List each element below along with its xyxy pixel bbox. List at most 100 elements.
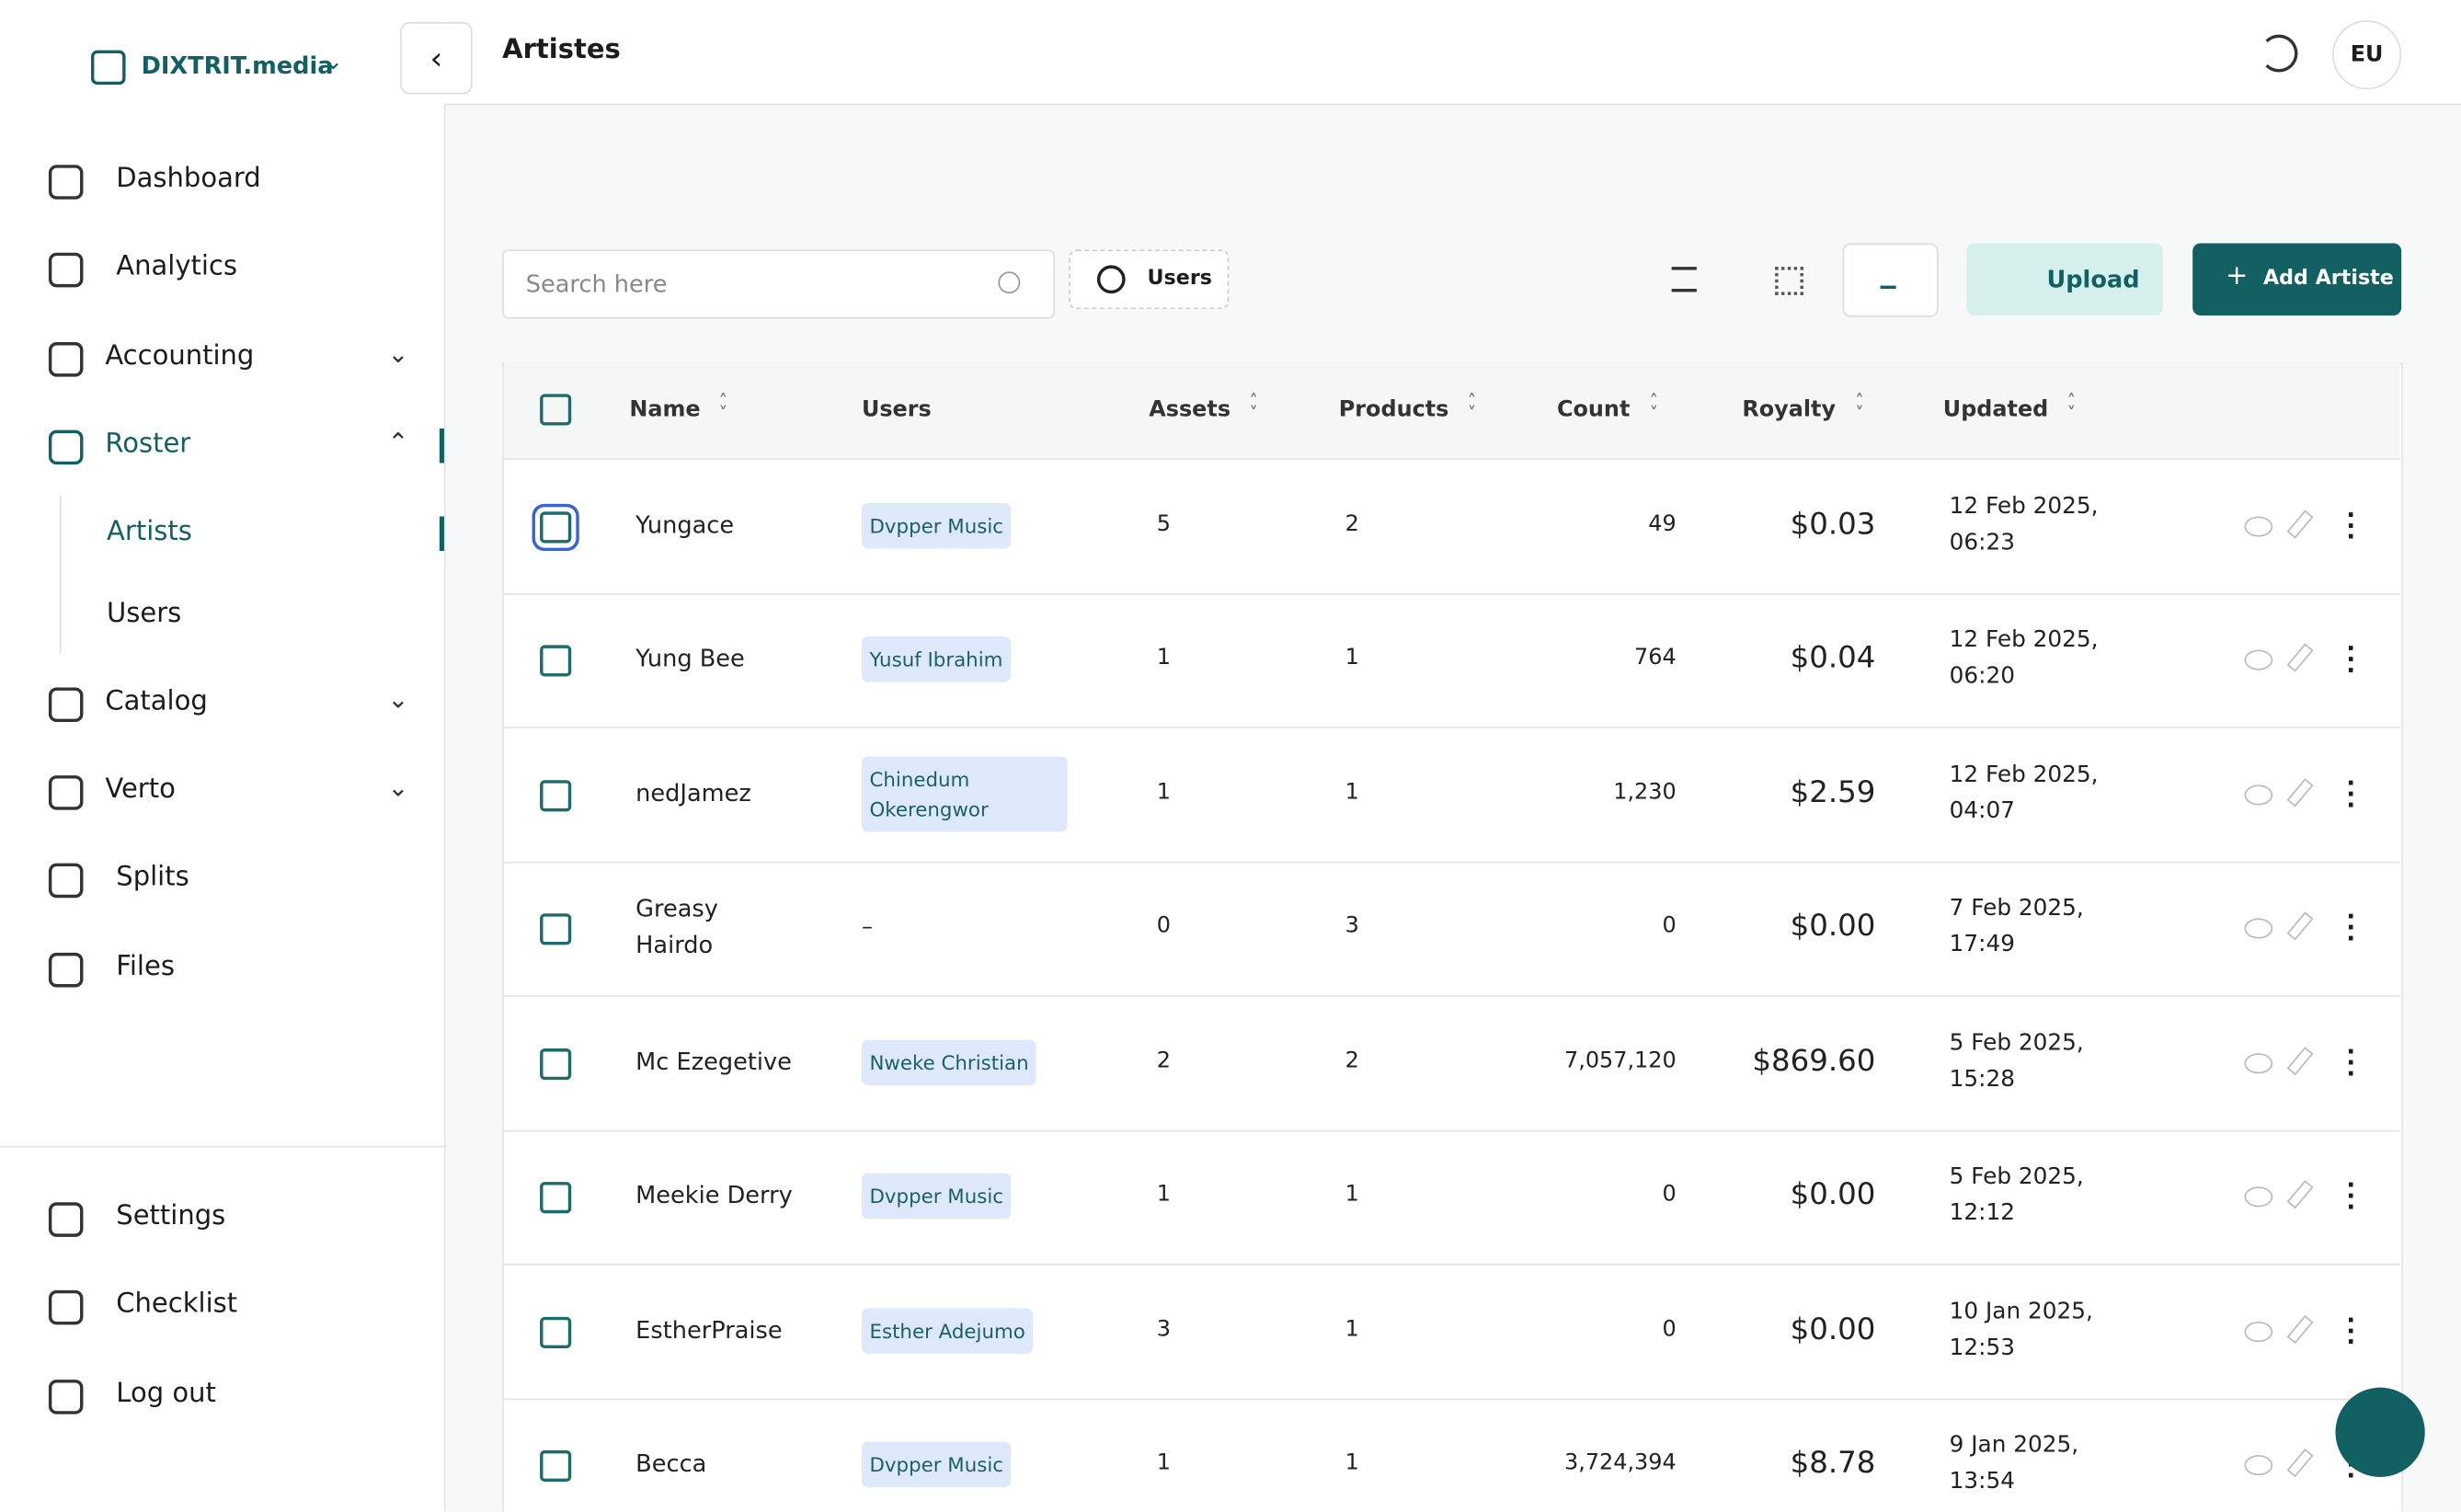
filter-button[interactable] bbox=[1069, 249, 1230, 310]
view-icon[interactable] bbox=[2244, 1186, 2273, 1208]
artist-name[interactable]: Becca bbox=[635, 1449, 707, 1479]
updated: 5 Feb 2025, 15:28 bbox=[1949, 1030, 2084, 1093]
list-view[interactable] bbox=[1671, 267, 1697, 292]
upload-button[interactable] bbox=[1966, 243, 2163, 316]
brand-chevron: ⌄ bbox=[323, 47, 344, 75]
sort-icon[interactable]: ˄ ˅ bbox=[1649, 390, 1659, 424]
row-checkbox[interactable] bbox=[540, 1182, 572, 1214]
more-icon[interactable]: ··· bbox=[2346, 499, 2356, 551]
filter-label[interactable]: Users bbox=[1147, 267, 1212, 291]
more-icon[interactable]: ··· bbox=[2346, 634, 2356, 685]
user-chip[interactable]: Chinedum Okerengwor bbox=[861, 756, 1068, 832]
user-chip[interactable]: Dvpper Music bbox=[861, 502, 1012, 549]
nav-item[interactable]: Splits bbox=[116, 861, 189, 894]
more-icon[interactable]: ··· bbox=[2346, 902, 2356, 954]
artist-name[interactable]: Mc Ezegetive bbox=[635, 1047, 792, 1076]
column-header[interactable]: Count bbox=[1556, 396, 1631, 423]
row-checkbox[interactable] bbox=[540, 1450, 572, 1483]
artist-name[interactable]: Greasy Hairdo bbox=[635, 895, 718, 960]
user-chip[interactable]: Nweke Christian bbox=[861, 1039, 1037, 1085]
nav-item[interactable]: Accounting bbox=[105, 340, 255, 372]
sort-icon[interactable]: ˄ ˅ bbox=[1467, 390, 1477, 424]
nav-chevron[interactable]: ⌄ bbox=[387, 772, 409, 803]
row-checkbox[interactable] bbox=[540, 913, 572, 945]
row-checkbox[interactable] bbox=[540, 645, 572, 677]
artist-name[interactable]: Yungace bbox=[635, 510, 735, 539]
view-icon[interactable] bbox=[2244, 1052, 2273, 1073]
artist-name[interactable]: nedJamez bbox=[635, 778, 751, 808]
assets: 3 bbox=[1156, 1316, 1172, 1342]
column-header[interactable]: Updated bbox=[1942, 396, 2049, 423]
artist-name[interactable]: Meekie Derry bbox=[635, 1181, 793, 1210]
column-header[interactable]: Assets bbox=[1149, 396, 1231, 423]
more-icon[interactable]: ··· bbox=[2346, 1305, 2356, 1357]
view-icon[interactable] bbox=[2244, 1321, 2273, 1342]
nav-chevron[interactable]: ⌄ bbox=[387, 684, 409, 715]
nav-item[interactable]: Log out bbox=[116, 1378, 216, 1410]
avatar[interactable]: EU bbox=[2332, 20, 2402, 90]
user-chip[interactable]: Yusuf Ibrahim bbox=[861, 636, 1011, 682]
sort-icon[interactable]: ˄ ˅ bbox=[718, 390, 728, 424]
user-chip[interactable]: Dvpper Music bbox=[861, 1174, 1012, 1220]
download-button[interactable] bbox=[1842, 243, 1939, 317]
search-box[interactable] bbox=[502, 249, 1055, 319]
column-header[interactable]: Royalty bbox=[1742, 396, 1837, 423]
artist-name[interactable]: EstherPraise bbox=[635, 1315, 783, 1345]
column-header[interactable]: Products bbox=[1338, 396, 1449, 423]
column-header[interactable]: Name bbox=[629, 396, 701, 423]
nav-item[interactable]: Roster bbox=[105, 428, 191, 461]
row-checkbox[interactable] bbox=[540, 779, 572, 811]
view-icon[interactable] bbox=[2244, 649, 2273, 671]
artist-name[interactable]: Yung Bee bbox=[635, 644, 745, 673]
sub-nav-item[interactable]: Users bbox=[107, 598, 182, 630]
nav-item[interactable]: Catalog bbox=[105, 685, 208, 717]
collapse-button[interactable]: ‹ bbox=[400, 21, 473, 95]
row-divider bbox=[503, 1397, 2400, 1400]
add-button[interactable] bbox=[2192, 243, 2402, 316]
sort-icon[interactable]: ˄ ˅ bbox=[1249, 390, 1258, 424]
row-checkbox[interactable] bbox=[540, 510, 572, 544]
grid-view[interactable] bbox=[1775, 267, 1803, 295]
user-chip[interactable]: Dvpper Music bbox=[861, 1441, 1012, 1488]
user-chip[interactable]: Esther Adejumo bbox=[861, 1308, 1034, 1354]
active-indicator bbox=[439, 428, 444, 464]
more-icon[interactable]: ··· bbox=[2346, 768, 2356, 819]
sub-nav-item[interactable]: Artists bbox=[107, 516, 192, 548]
brand-icon bbox=[90, 50, 126, 86]
nav-icon bbox=[48, 863, 84, 899]
add-plus: + bbox=[2226, 260, 2249, 292]
view-icon[interactable] bbox=[2244, 784, 2273, 806]
nav-item[interactable]: Checklist bbox=[116, 1289, 238, 1321]
sort-icon[interactable]: ˄ ˅ bbox=[2066, 390, 2077, 424]
sort-icon[interactable]: ˄ ˅ bbox=[1855, 390, 1864, 424]
row-checkbox[interactable] bbox=[540, 1316, 572, 1348]
nav-chevron[interactable]: ⌄ bbox=[387, 338, 409, 370]
theme-toggle[interactable] bbox=[2260, 34, 2298, 73]
royalty: $0.00 bbox=[1790, 909, 1876, 945]
assets: 1 bbox=[1156, 1182, 1172, 1208]
download-icon bbox=[1880, 267, 1896, 290]
chat-button[interactable] bbox=[2335, 1387, 2425, 1477]
more-icon[interactable]: ··· bbox=[2346, 1171, 2356, 1222]
nav-icon bbox=[48, 342, 84, 377]
nav-icon bbox=[48, 1289, 84, 1325]
updated: 7 Feb 2025, 17:49 bbox=[1949, 896, 2084, 958]
column-header[interactable]: Users bbox=[861, 396, 932, 423]
nav-item[interactable]: Verto bbox=[105, 773, 176, 806]
add-label[interactable]: Add Artiste bbox=[2262, 267, 2394, 291]
more-icon[interactable]: ··· bbox=[2346, 1037, 2356, 1088]
view-icon[interactable] bbox=[2244, 516, 2273, 537]
row-divider bbox=[503, 1263, 2400, 1266]
row-checkbox[interactable] bbox=[540, 1048, 572, 1080]
nav-chevron[interactable]: ⌃ bbox=[387, 427, 409, 457]
select-all[interactable] bbox=[540, 394, 572, 426]
brand[interactable]: DIXTRIT.media bbox=[141, 52, 334, 81]
upload-label[interactable]: Upload bbox=[2046, 265, 2140, 294]
nav-item[interactable]: Settings bbox=[116, 1200, 226, 1232]
nav-item[interactable]: Files bbox=[116, 951, 175, 983]
nav-item[interactable]: Analytics bbox=[116, 251, 238, 283]
view-icon[interactable] bbox=[2244, 918, 2273, 939]
view-icon[interactable] bbox=[2244, 1455, 2273, 1476]
nav-item[interactable]: Dashboard bbox=[116, 163, 261, 195]
